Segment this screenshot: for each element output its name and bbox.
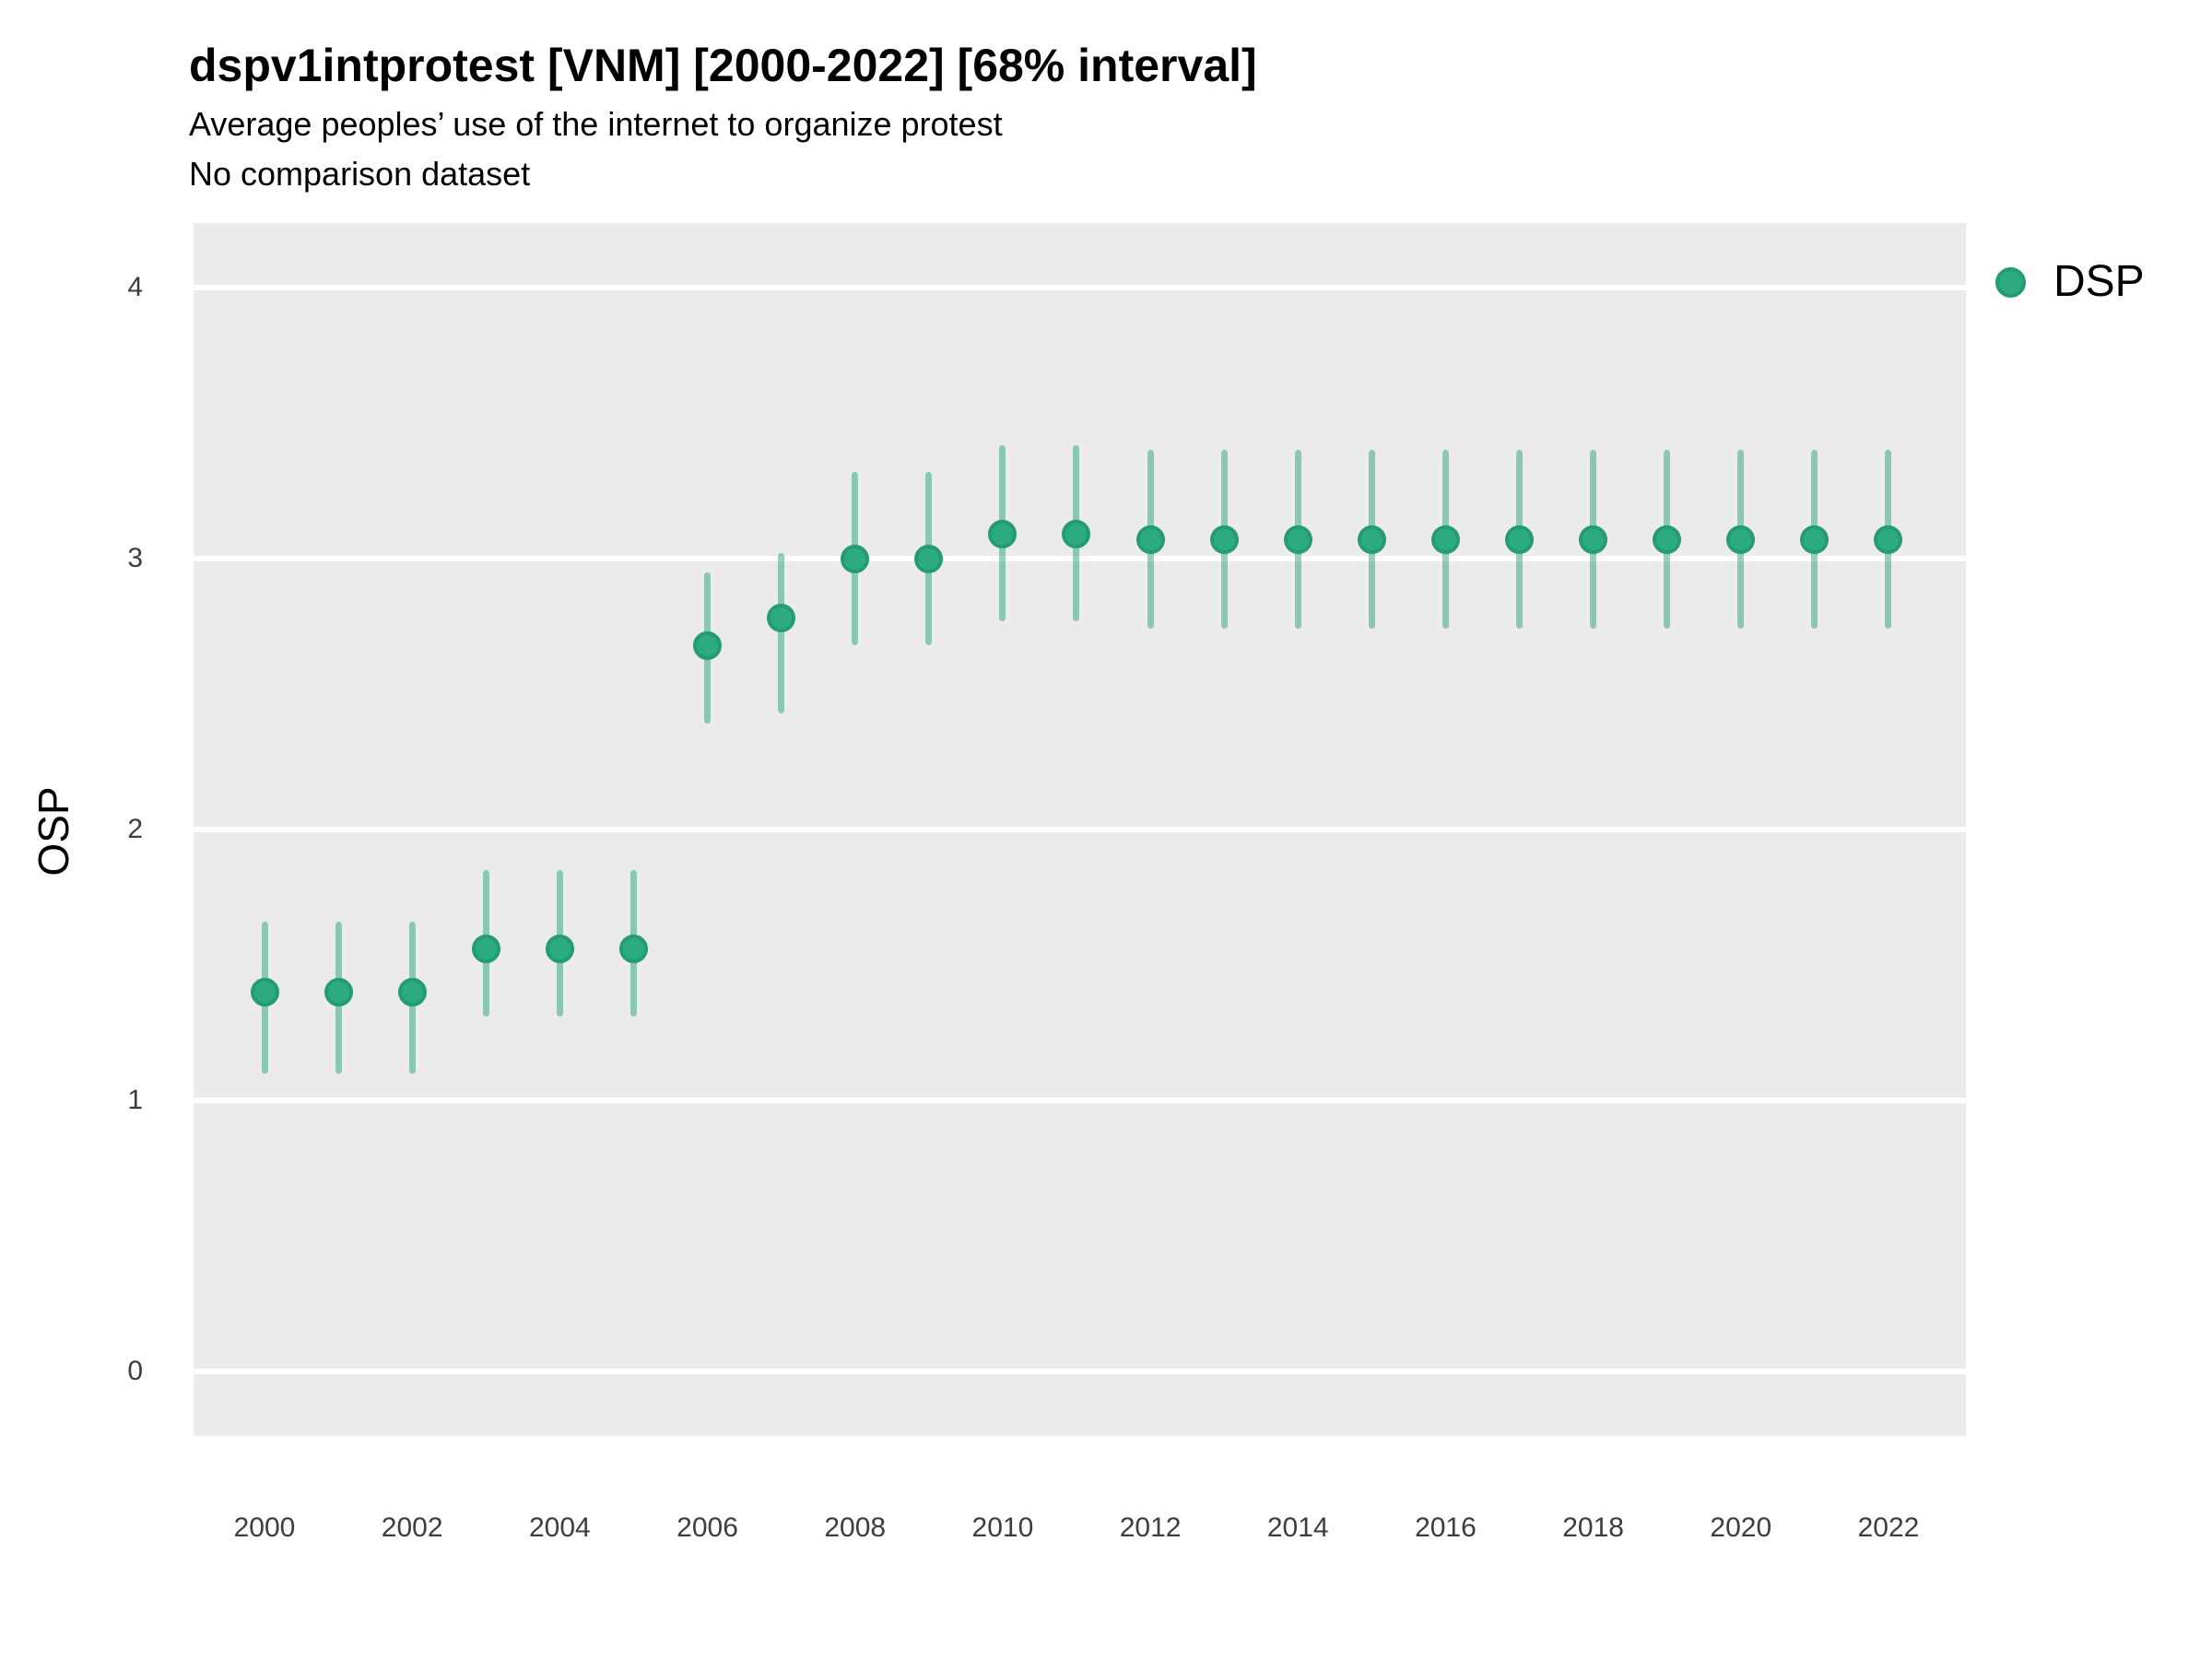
point-marker: [841, 544, 870, 573]
point-marker: [693, 630, 723, 660]
x-tick-label: 2002: [381, 1512, 443, 1543]
x-tick-label: 2000: [233, 1512, 296, 1543]
x-tick-label: 2006: [677, 1512, 738, 1543]
x-tick-label: 2010: [971, 1512, 1034, 1543]
point-marker: [1209, 524, 1239, 554]
y-tick-label: 0: [127, 1356, 143, 1386]
y-tick-label: 1: [127, 1085, 143, 1115]
point-marker: [914, 544, 944, 573]
point-marker: [250, 977, 279, 1006]
chart-subtitle: Average peoples’ use of the internet to …: [189, 105, 1003, 143]
point-marker: [1579, 524, 1608, 554]
legend: DSP: [1995, 260, 2145, 304]
gridline-y-4: [194, 285, 1966, 290]
legend-label: DSP: [2053, 257, 2145, 306]
x-tick-label: 2014: [1266, 1512, 1329, 1543]
point-marker: [324, 977, 353, 1006]
point-marker: [1357, 524, 1386, 554]
gridline-y-2: [194, 827, 1966, 832]
interval-bar: [778, 553, 785, 713]
point-marker: [1726, 524, 1756, 554]
point-marker: [1505, 524, 1535, 554]
legend-point-icon: [1995, 266, 2026, 298]
gridline-y-0: [194, 1369, 1966, 1374]
chart-title: dspv1intprotest [VNM] [2000-2022] [68% i…: [189, 40, 1257, 91]
point-marker: [545, 934, 574, 963]
plot-area: [194, 223, 1966, 1436]
point-marker: [1874, 524, 1903, 554]
gridline-y-3: [194, 556, 1966, 561]
x-tick-label: 2004: [528, 1512, 591, 1543]
point-marker: [397, 977, 427, 1006]
y-tick-label: 3: [127, 543, 143, 573]
point-marker: [988, 520, 1018, 549]
point-marker: [1062, 520, 1091, 549]
chart-note: No comparison dataset: [189, 155, 531, 193]
x-tick-label: 2022: [1857, 1512, 1920, 1543]
x-tick-label: 2020: [1710, 1512, 1772, 1543]
y-tick-label: 4: [127, 272, 143, 302]
point-marker: [1800, 524, 1830, 554]
x-tick-label: 2008: [824, 1512, 887, 1543]
point-marker: [1283, 524, 1312, 554]
point-marker: [1135, 524, 1165, 554]
x-tick-label: 2018: [1562, 1512, 1624, 1543]
y-tick-label: 2: [127, 814, 143, 844]
point-marker: [767, 604, 796, 633]
point-marker: [1653, 524, 1682, 554]
point-marker: [471, 934, 500, 963]
x-tick-label: 2016: [1415, 1512, 1477, 1543]
gridline-y-1: [194, 1098, 1966, 1103]
point-marker: [618, 934, 648, 963]
x-tick-label: 2012: [1119, 1512, 1182, 1543]
point-marker: [1430, 524, 1460, 554]
